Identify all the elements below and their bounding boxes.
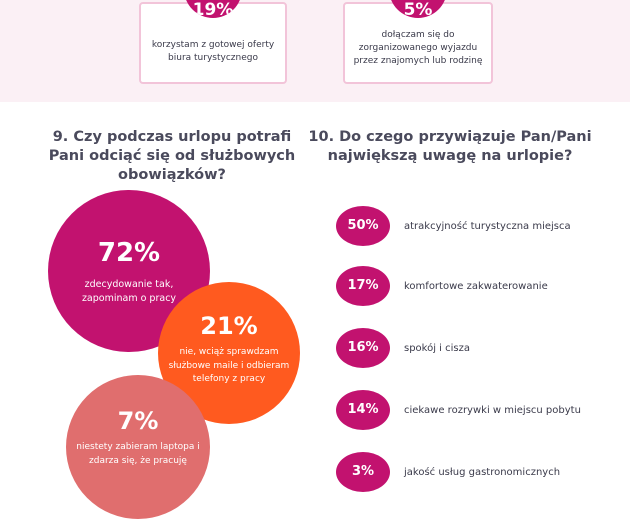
answer-card-ready-offer: 19% korzystam z gotowej oferty biura tur… xyxy=(139,0,287,84)
q9-bubble-no: 21% nie, wciąż sprawdzam służbowe maile … xyxy=(158,282,300,424)
q10-row-gastronomy: 3% jakość usług gastronomicznych xyxy=(336,452,616,492)
bubble-text: niestety zabieram laptopa i zdarza się, … xyxy=(76,442,200,466)
q10-row-attractiveness: 50% atrakcyjność turystyczna miejsca xyxy=(336,206,616,246)
bubble-percent: 72% xyxy=(97,238,161,268)
answer-card-organized-trip: 5% dołączam się do zorganizowanego wyjaz… xyxy=(343,0,493,84)
bubble-text: nie, wciąż sprawdzam służbowe maile i od… xyxy=(168,347,290,384)
q9-bubble-laptop: 7% niestety zabieram laptopa i zdarza si… xyxy=(66,375,210,519)
row-text: ciekawe rozrywki w miejscu pobytu xyxy=(404,404,581,416)
bubble-percent: 7% xyxy=(117,407,159,435)
row-text: komfortowe zakwaterowanie xyxy=(404,280,548,292)
row-text: atrakcyjność turystyczna miejsca xyxy=(404,220,571,232)
row-percent: 14% xyxy=(336,390,390,430)
card-text: korzystam z gotowej oferty biura turysty… xyxy=(151,40,275,63)
row-text: spokój i cisza xyxy=(404,342,471,354)
row-percent: 3% xyxy=(336,452,390,492)
bubble-text: zdecydowanie tak, zapominam o pracy xyxy=(81,279,177,304)
q10-row-accommodation: 17% komfortowe zakwaterowanie xyxy=(336,266,616,306)
row-percent: 17% xyxy=(336,266,390,306)
top-band xyxy=(0,0,630,102)
bubble-percent: 21% xyxy=(200,312,258,340)
card-percent: 5% xyxy=(389,0,447,18)
q10-row-entertainment: 14% ciekawe rozrywki w miejscu pobytu xyxy=(336,390,616,430)
q10-row-quiet: 16% spokój i cisza xyxy=(336,328,616,368)
card-percent: 19% xyxy=(184,0,242,18)
question-9-title: 9. Czy podczas urlopu potrafi Pani odcią… xyxy=(48,129,296,183)
row-percent: 16% xyxy=(336,328,390,368)
row-percent: 50% xyxy=(336,206,390,246)
question-10-title: 10. Do czego przywiązuje Pan/Pani najwię… xyxy=(308,129,592,164)
row-text: jakość usług gastronomicznych xyxy=(404,466,561,478)
card-text: dołączam się do zorganizowanego wyjazdu … xyxy=(353,30,483,66)
q9-bubble-yes: 72% zdecydowanie tak, zapominam o pracy xyxy=(48,190,210,352)
